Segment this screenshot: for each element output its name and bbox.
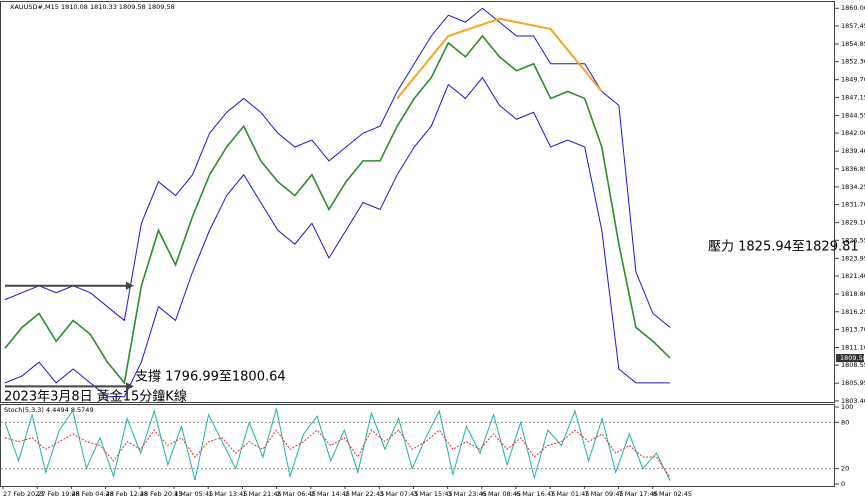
y-tick-label: 1849.70	[841, 76, 865, 84]
y-tick-label: 1803.40	[841, 397, 865, 405]
y-tick-label: 1821.40	[841, 272, 865, 280]
y-tick-label: 1818.80	[841, 290, 865, 298]
y-tick-label: 1805.95	[841, 379, 865, 387]
y-tick-label: 1813.70	[841, 325, 865, 333]
x-tick-label: 6 Mar 16:45	[516, 490, 555, 498]
chart-title: XAUUSD#,M15 1810.08 1810.33 1809.58 1809…	[10, 3, 175, 11]
band-line	[4, 7, 671, 328]
x-tick-label: 28 Feb 20:45	[140, 490, 183, 498]
x-tick-label: 3 Mar 23:45	[448, 490, 487, 498]
x-tick-label: 2 Mar 14:45	[311, 490, 350, 498]
x-tick-label: 27 Feb 2023	[3, 490, 43, 498]
stoch-line	[4, 429, 671, 478]
trend-line	[396, 17, 603, 100]
price-line	[4, 34, 671, 385]
y-tick-label: 1857.45	[841, 22, 865, 30]
stoch-line	[4, 408, 671, 481]
y-tick-label: 1826.55	[841, 236, 865, 244]
stoch-panel	[0, 404, 835, 487]
y-tick-label: 1834.25	[841, 183, 865, 191]
y-tick-label: 1823.95	[841, 254, 865, 262]
y-tick-label: 1854.85	[841, 40, 865, 48]
y-tick-label: 1836.85	[841, 165, 865, 173]
x-tick-label: 7 Mar 09:45	[584, 490, 623, 498]
x-tick-label: 27 Feb 19:45	[37, 490, 80, 498]
x-tick-label: 1 Mar 05:45	[174, 490, 213, 498]
y-tick-label: 1844.55	[841, 111, 865, 119]
y-tick-label: 1852.30	[841, 58, 865, 66]
x-tick-label: 7 Mar 17:45	[619, 490, 658, 498]
arrow-head	[126, 382, 134, 391]
x-tick-label: 3 Mar 07:45	[379, 490, 418, 498]
y-tick-label: 80	[841, 418, 849, 426]
x-tick-label: 7 Mar 01:45	[550, 490, 589, 498]
main-panel	[0, 1, 835, 403]
x-tick-label: 3 Mar 15:45	[413, 490, 452, 498]
y-tick-label: 1839.40	[841, 147, 865, 155]
y-tick-label: 1860.00	[841, 4, 865, 12]
y-tick-label: 1811.10	[841, 343, 865, 351]
stoch-title: Stoch(5,3,3) 4.4494 8.5749	[4, 406, 94, 414]
x-tick-label: 8 Mar 02:45	[653, 490, 692, 498]
annotation: 支撐 1796.99至1800.64	[135, 370, 286, 385]
x-tick-label: 2 Mar 22:45	[345, 490, 384, 498]
arrow-head	[126, 281, 134, 290]
y-tick-label: 1831.70	[841, 201, 865, 209]
x-tick-label: 6 Mar 08:45	[482, 490, 521, 498]
annotation: 壓力 1825.94至1829.81	[708, 240, 859, 255]
y-tick-label: 1847.15	[841, 93, 865, 101]
y-tick-label: 100	[841, 403, 853, 411]
y-tick-label: 1842.00	[841, 129, 865, 137]
band-line	[4, 76, 670, 398]
x-tick-label: 1 Mar 13:45	[208, 490, 247, 498]
y-tick-label: 1808.55	[841, 361, 865, 369]
y-tick-label: 0	[841, 480, 845, 488]
last-price-box	[836, 354, 864, 363]
y-tick-label: 20	[841, 465, 849, 473]
x-tick-label: 1 Mar 21:45	[242, 490, 281, 498]
y-tick-label: 1816.25	[841, 308, 865, 316]
x-tick-label: 28 Feb 04:45	[71, 490, 114, 498]
x-tick-label: 28 Feb 12:45	[106, 490, 149, 498]
x-tick-label: 2 Mar 06:45	[277, 490, 316, 498]
last-price-label: 1809.58	[840, 354, 865, 362]
y-tick-label: 1829.10	[841, 219, 865, 227]
annotation: 2023年3月8日 黃金15分鐘K線	[4, 389, 187, 405]
